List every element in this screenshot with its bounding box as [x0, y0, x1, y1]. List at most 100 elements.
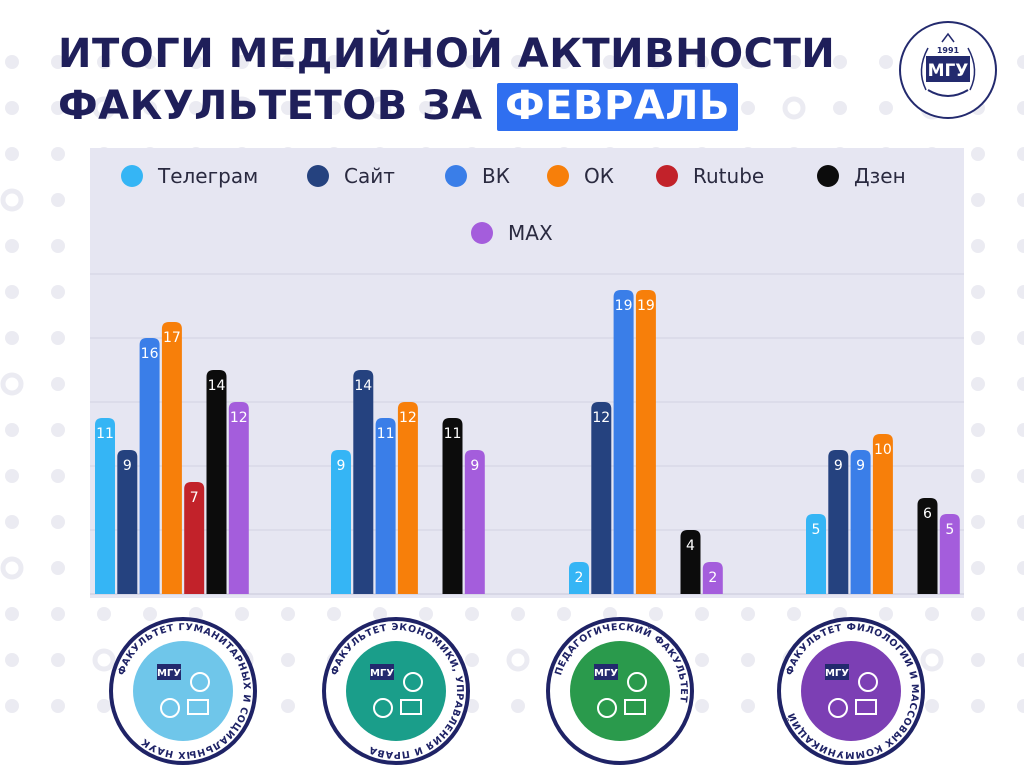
bg-dot — [1017, 699, 1024, 713]
bar — [939, 514, 960, 594]
legend-label: MAX — [508, 221, 553, 245]
bar-value-label: 5 — [812, 522, 821, 538]
bg-dot — [971, 607, 985, 621]
bg-dot — [189, 607, 203, 621]
bar — [850, 450, 871, 594]
legend-item: Телеграм — [121, 164, 258, 188]
bg-dot — [879, 101, 893, 115]
bg-dot — [1017, 55, 1024, 69]
bg-dot — [1017, 561, 1024, 575]
legend-item: MAX — [471, 221, 553, 245]
bar-value-label: 5 — [945, 522, 954, 538]
title-line-2-prefix: ФАКУЛЬТЕТОВ ЗА — [58, 83, 483, 129]
bg-dot — [51, 561, 65, 575]
bg-dot — [51, 377, 65, 391]
bar — [353, 370, 374, 594]
bg-dot — [51, 193, 65, 207]
bg-dot — [833, 55, 847, 69]
bg-dot — [833, 101, 847, 115]
bar-value-label: 11 — [444, 426, 462, 442]
bg-dot — [1017, 515, 1024, 529]
bg-dot — [1017, 147, 1024, 161]
bg-dot — [5, 55, 19, 69]
bg-dot — [189, 55, 203, 69]
bg-ring — [92, 648, 116, 672]
bg-dot — [1017, 653, 1024, 667]
legend-label: ОК — [584, 164, 614, 188]
bg-dot — [51, 331, 65, 345]
owl-scales-icon — [373, 672, 423, 718]
bg-dot — [5, 469, 19, 483]
bg-dot — [5, 285, 19, 299]
bg-dot — [1017, 193, 1024, 207]
bg-dot — [235, 55, 249, 69]
bar — [464, 450, 485, 594]
people-globe-icon — [160, 672, 210, 718]
bg-dot — [741, 55, 755, 69]
logo-plate — [926, 56, 970, 82]
bg-ring — [506, 648, 530, 672]
bg-ring — [920, 648, 944, 672]
bg-dot — [5, 423, 19, 437]
bar-value-label: 19 — [615, 298, 633, 314]
bg-dot — [971, 147, 985, 161]
legend-item: ВК — [445, 164, 510, 188]
legend-label: Сайт — [344, 164, 395, 188]
bar-value-label: 17 — [163, 330, 181, 346]
bg-dot — [281, 699, 295, 713]
bg-dot — [971, 239, 985, 253]
bg-dot — [971, 423, 985, 437]
legend-label: Rutube — [693, 164, 764, 188]
bg-dot — [281, 55, 295, 69]
bg-dot — [5, 653, 19, 667]
university-logo: 1991 МГУ — [899, 21, 997, 119]
bg-dot — [925, 699, 939, 713]
bar — [613, 290, 634, 594]
legend-item: Сайт — [307, 164, 395, 188]
legend-label: ВК — [482, 164, 510, 188]
bg-dot — [971, 469, 985, 483]
title-line-2: ФАКУЛЬТЕТОВ ЗА ФЕВРАЛЬ — [58, 80, 835, 132]
bg-ring — [368, 96, 392, 120]
bg-dot — [465, 653, 479, 667]
bg-dot — [5, 607, 19, 621]
bar — [917, 498, 938, 594]
bg-dot — [971, 193, 985, 207]
bg-ring — [230, 96, 254, 120]
bg-dot — [971, 285, 985, 299]
bg-dot — [51, 699, 65, 713]
bar-value-label: 10 — [874, 442, 892, 458]
title-month-highlight: ФЕВРАЛЬ — [497, 83, 738, 131]
faculty-logo-plate — [825, 664, 849, 680]
bg-dot — [557, 55, 571, 69]
bg-dot — [5, 331, 19, 345]
bg-dot — [1017, 101, 1024, 115]
bg-dot — [971, 699, 985, 713]
bar-value-label: 6 — [923, 506, 932, 522]
bg-dot — [1017, 285, 1024, 299]
bg-dot — [51, 515, 65, 529]
bg-dot — [787, 55, 801, 69]
bg-dot — [1017, 469, 1024, 483]
bar-value-label: 9 — [123, 458, 132, 474]
bar-value-label: 14 — [208, 378, 226, 394]
bar — [95, 418, 115, 594]
bg-dot — [143, 607, 157, 621]
bg-ring — [0, 372, 24, 396]
bar — [375, 418, 396, 594]
bg-dot — [281, 607, 295, 621]
bar — [228, 402, 249, 594]
bar-value-label: 7 — [190, 490, 199, 506]
bg-dot — [1017, 607, 1024, 621]
bg-dot — [557, 607, 571, 621]
bg-dot — [419, 101, 433, 115]
bg-dot — [695, 55, 709, 69]
faculty-logo-plate — [157, 664, 181, 680]
bar-value-label: 14 — [354, 378, 372, 394]
bg-dot — [143, 55, 157, 69]
bar — [872, 434, 893, 594]
bar — [569, 562, 589, 594]
bg-ring — [92, 96, 116, 120]
legend-item: Дзен — [817, 164, 906, 188]
